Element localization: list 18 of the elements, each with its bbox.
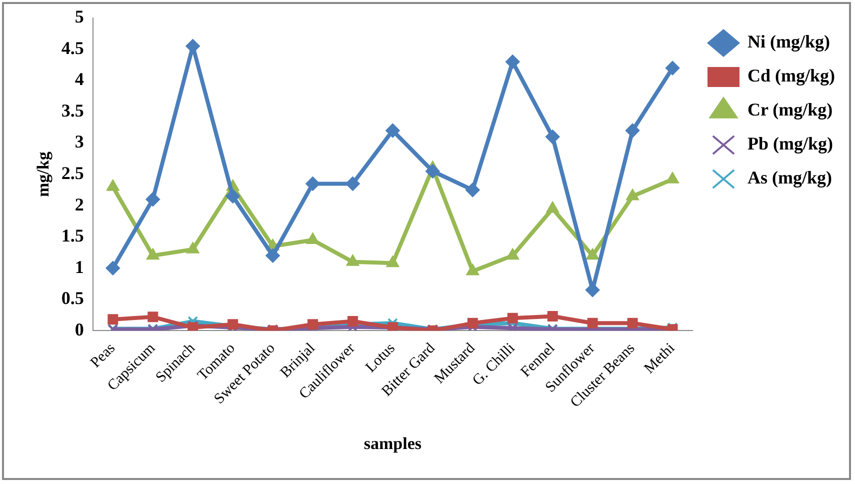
legend-label: As (mg/kg) <box>747 168 832 188</box>
y-tick-label: 2 <box>74 194 84 214</box>
legend-label: Pb (mg/kg) <box>747 134 833 154</box>
y-tick-label: 0 <box>74 319 84 340</box>
legend-label: Cd (mg/kg) <box>747 66 836 86</box>
legend-label: Ni (mg/kg) <box>747 32 830 52</box>
y-tick-label: 5 <box>74 6 84 27</box>
y-tick-label: 4.5 <box>61 38 84 58</box>
legend-label: Cr (mg/kg) <box>747 100 833 120</box>
x-axis-title: samples <box>364 434 422 454</box>
y-tick-label: 2.5 <box>61 162 84 183</box>
y-tick-label: 3.5 <box>61 100 84 120</box>
y-tick-label: 0.5 <box>61 288 84 308</box>
y-tick-label: 3 <box>74 132 84 152</box>
y-axis-title: mg/kg <box>34 151 53 197</box>
y-tick-label: 1.5 <box>61 226 84 246</box>
y-tick-label: 4 <box>74 69 84 90</box>
y-tick-label: 1 <box>74 256 84 277</box>
